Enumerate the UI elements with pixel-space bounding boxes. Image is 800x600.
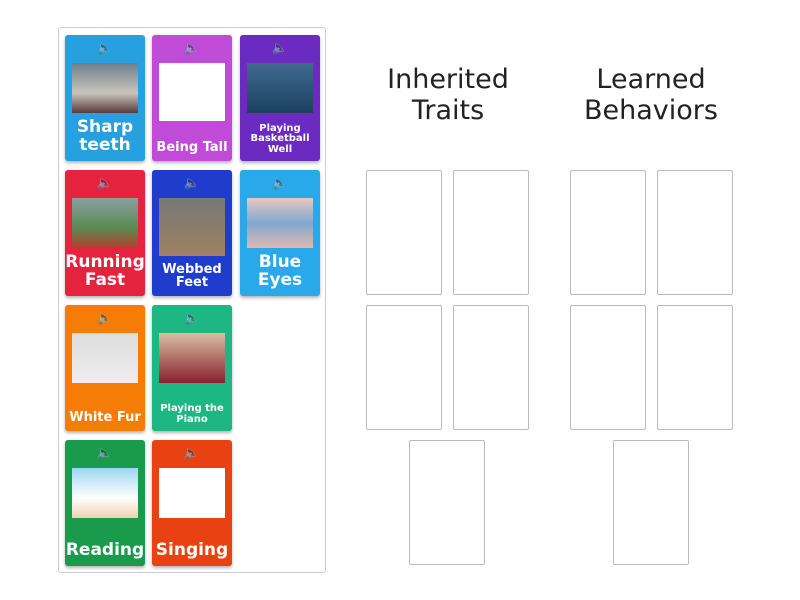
card-image: [159, 63, 225, 121]
speaker-icon[interactable]: 🔈: [183, 311, 201, 326]
card-label: Playing the Piano: [160, 403, 224, 425]
drop-slot[interactable]: [366, 170, 442, 295]
speaker-icon[interactable]: 🔈: [96, 311, 114, 326]
card-image: [72, 333, 138, 383]
speaker-icon[interactable]: 🔈: [96, 176, 114, 191]
card-label: Playing Basketball Well: [250, 122, 310, 155]
card-shark[interactable]: 🔈 Sharp teeth: [65, 35, 145, 161]
speaker-icon[interactable]: 🔈: [183, 176, 201, 191]
card-label: Being Tall: [156, 140, 228, 156]
card-runner[interactable]: 🔈 Running Fast: [65, 170, 145, 296]
card-webbed-foot[interactable]: 🔈 Webbed Feet: [152, 170, 232, 296]
card-image: [72, 468, 138, 518]
drop-slot[interactable]: [366, 305, 442, 430]
card-label: Reading: [65, 540, 145, 561]
card-image: [72, 63, 138, 113]
drop-slot[interactable]: [570, 305, 646, 430]
card-polar-bear[interactable]: 🔈 White Fur: [65, 305, 145, 431]
drop-slot[interactable]: [409, 440, 485, 565]
drop-slot[interactable]: [453, 170, 529, 295]
card-image: [159, 468, 225, 518]
card-image: [159, 198, 225, 256]
card-label: Blue Eyes: [257, 252, 303, 291]
card-reading[interactable]: 🔈 Reading: [65, 440, 145, 566]
drop-slot[interactable]: [453, 305, 529, 430]
card-image: [72, 198, 138, 248]
speaker-icon[interactable]: 🔈: [271, 41, 289, 56]
card-label: Webbed Feet: [162, 261, 222, 291]
group-title-learned: Learned Behaviors: [584, 64, 718, 126]
drop-slot[interactable]: [657, 305, 733, 430]
card-tall-person[interactable]: 🔈 Being Tall: [152, 35, 232, 161]
card-singing[interactable]: 🔈 Singing: [152, 440, 232, 566]
card-label: Running Fast: [65, 252, 145, 291]
card-image: [247, 63, 313, 113]
drop-slot[interactable]: [570, 170, 646, 295]
drop-slot[interactable]: [613, 440, 689, 565]
card-piano[interactable]: 🔈 Playing the Piano: [152, 305, 232, 431]
card-label: Singing: [155, 540, 229, 561]
card-image: [159, 333, 225, 383]
speaker-icon[interactable]: 🔈: [183, 41, 201, 56]
card-label: White Fur: [69, 410, 141, 426]
card-tray: [58, 27, 326, 573]
card-image: [247, 198, 313, 248]
speaker-icon[interactable]: 🔈: [183, 446, 201, 461]
speaker-icon[interactable]: 🔈: [271, 176, 289, 191]
card-basketball[interactable]: 🔈 Playing Basketball Well: [240, 35, 320, 161]
drop-slot[interactable]: [657, 170, 733, 295]
card-eye[interactable]: 🔈 Blue Eyes: [240, 170, 320, 296]
speaker-icon[interactable]: 🔈: [96, 446, 114, 461]
group-title-inherited: Inherited Traits: [387, 64, 509, 126]
speaker-icon[interactable]: 🔈: [96, 41, 114, 56]
card-label: Sharp teeth: [76, 117, 134, 156]
